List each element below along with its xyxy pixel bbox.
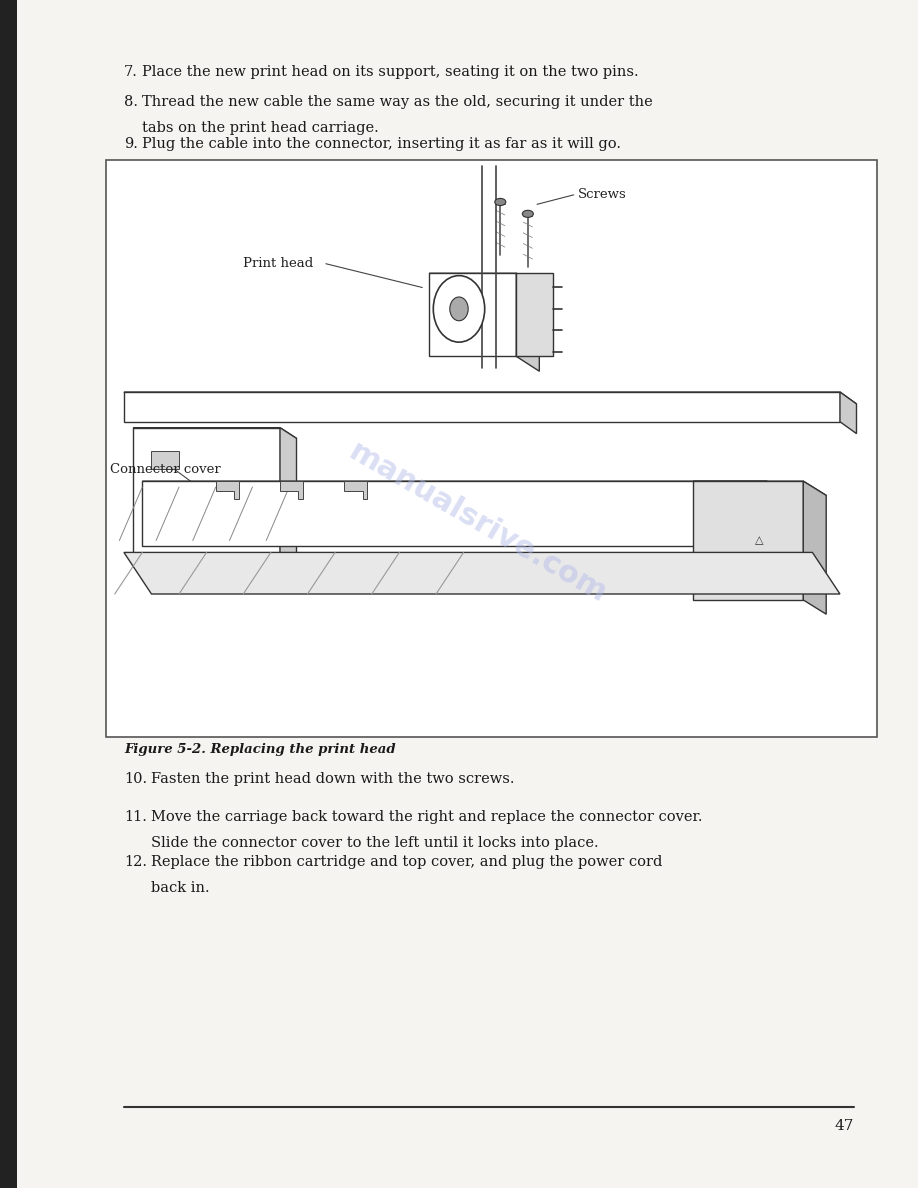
Text: manualsrive.com: manualsrive.com	[343, 437, 611, 608]
Text: Connector cover: Connector cover	[110, 463, 221, 475]
Text: 47: 47	[834, 1119, 854, 1133]
Polygon shape	[280, 428, 297, 569]
Text: Thread the new cable the same way as the old, securing it under the: Thread the new cable the same way as the…	[142, 95, 653, 109]
Circle shape	[450, 297, 468, 321]
Polygon shape	[803, 481, 826, 614]
Text: 10.: 10.	[124, 772, 147, 786]
Text: 12.: 12.	[124, 855, 147, 870]
Text: Figure 5-2. Replacing the print head: Figure 5-2. Replacing the print head	[124, 742, 396, 756]
Polygon shape	[142, 481, 794, 503]
Polygon shape	[840, 392, 856, 434]
Polygon shape	[216, 481, 239, 499]
Polygon shape	[430, 273, 540, 287]
Polygon shape	[151, 487, 179, 505]
Text: 11.: 11.	[124, 810, 147, 824]
Polygon shape	[142, 481, 767, 546]
Polygon shape	[516, 273, 553, 356]
Text: 9.: 9.	[124, 137, 138, 151]
Polygon shape	[693, 481, 826, 495]
Polygon shape	[693, 481, 803, 600]
Ellipse shape	[495, 198, 506, 206]
Text: △: △	[755, 536, 764, 545]
Text: Place the new print head on its support, seating it on the two pins.: Place the new print head on its support,…	[142, 65, 639, 80]
Text: tabs on the print head carriage.: tabs on the print head carriage.	[142, 121, 379, 135]
Text: back in.: back in.	[151, 881, 210, 896]
Polygon shape	[151, 451, 179, 469]
Polygon shape	[767, 481, 794, 568]
Polygon shape	[430, 273, 516, 356]
Polygon shape	[280, 481, 303, 499]
Bar	[0, 0, 17, 1188]
Text: Move the carriage back toward the right and replace the connector cover.: Move the carriage back toward the right …	[151, 810, 703, 824]
Polygon shape	[124, 552, 840, 594]
Text: Plug the cable into the connector, inserting it as far as it will go.: Plug the cable into the connector, inser…	[142, 137, 621, 151]
Polygon shape	[133, 428, 297, 438]
Text: Screws: Screws	[578, 189, 627, 201]
Circle shape	[433, 276, 485, 342]
Text: Print head: Print head	[243, 258, 314, 270]
FancyBboxPatch shape	[106, 160, 877, 737]
Text: Fasten the print head down with the two screws.: Fasten the print head down with the two …	[151, 772, 515, 786]
Text: 8.: 8.	[124, 95, 138, 109]
Text: Slide the connector cover to the left until it locks into place.: Slide the connector cover to the left un…	[151, 836, 599, 851]
Polygon shape	[124, 392, 856, 404]
Text: 7.: 7.	[124, 65, 138, 80]
Polygon shape	[124, 392, 840, 422]
Polygon shape	[516, 273, 540, 371]
Polygon shape	[133, 428, 280, 558]
Ellipse shape	[522, 210, 533, 217]
Text: Replace the ribbon cartridge and top cover, and plug the power cord: Replace the ribbon cartridge and top cov…	[151, 855, 663, 870]
Polygon shape	[344, 481, 367, 499]
